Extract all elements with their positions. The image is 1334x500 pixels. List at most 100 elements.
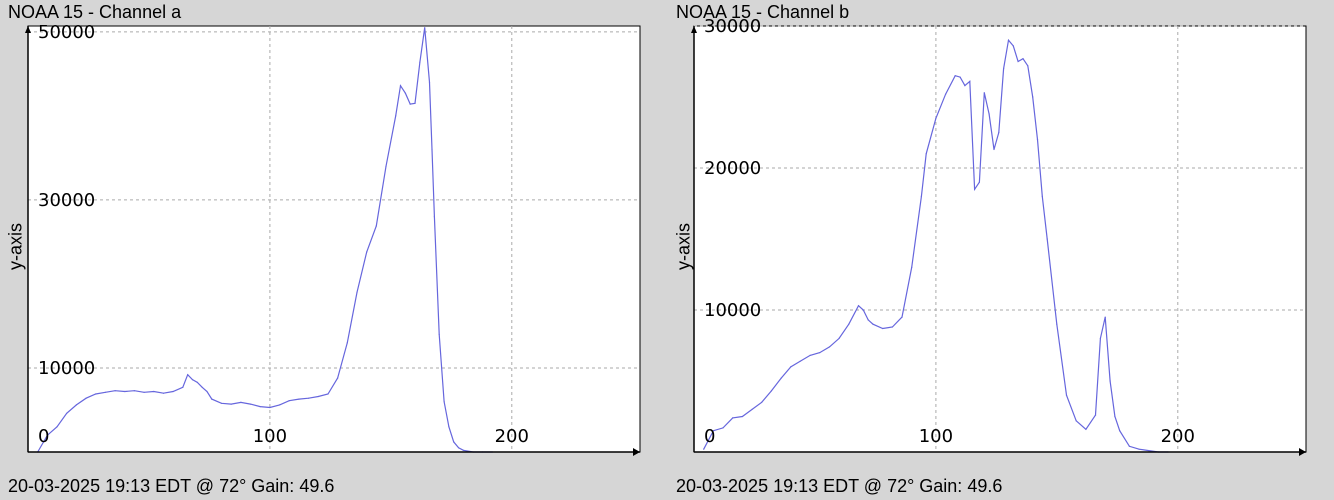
data-point: [46, 434, 49, 436]
data-point: [337, 377, 339, 379]
plot-area-b: [693, 25, 1307, 453]
data-point: [433, 216, 435, 218]
data-point: [269, 406, 271, 409]
y-tick-label: 20000: [704, 158, 761, 179]
data-point: [1065, 394, 1068, 396]
data-point: [848, 323, 850, 325]
data-point: [182, 386, 184, 388]
data-point: [974, 188, 976, 190]
data-point: [431, 148, 433, 151]
data-point: [751, 408, 753, 410]
y-tick-label: 10000: [704, 300, 761, 321]
x-tick-label: 100: [253, 426, 287, 447]
data-point: [66, 412, 68, 414]
data-point: [1012, 45, 1014, 47]
x-tick-label: 100: [919, 426, 953, 447]
chart-svg-b: 0 100 200 10000 20000 30000: [691, 16, 1307, 456]
data-point: [201, 386, 203, 388]
data-point: [901, 316, 903, 318]
data-point: [308, 397, 310, 399]
data-point: [404, 92, 406, 94]
footer-b: 20-03-2025 19:13 EDT @ 72° Gain: 49.6: [676, 476, 1003, 496]
data-point: [1094, 414, 1097, 416]
data-point: [998, 131, 1000, 134]
axes-a: 0 100 200 10000 30000 50000: [25, 22, 640, 456]
data-point: [327, 393, 329, 395]
data-point: [462, 449, 464, 451]
data-point: [770, 390, 772, 392]
data-point: [1046, 238, 1048, 240]
data-point: [240, 401, 242, 403]
data-point: [385, 165, 387, 167]
data-point: [230, 403, 232, 405]
data-point: [424, 27, 426, 29]
data-point: [838, 337, 840, 339]
x-axis-arrow: [1299, 448, 1306, 456]
data-point: [1085, 428, 1087, 430]
data-point: [1022, 58, 1024, 60]
data-point: [1119, 430, 1121, 432]
data-point: [1148, 450, 1150, 452]
data-point: [1036, 139, 1039, 141]
data-point: [75, 404, 77, 406]
data-point: [95, 393, 97, 395]
footer-a: 20-03-2025 19:13 EDT @ 72° Gain: 49.6: [8, 476, 335, 496]
data-point: [1032, 96, 1034, 98]
data-point: [1027, 65, 1029, 67]
data-point: [891, 326, 893, 328]
data-point: [196, 381, 198, 383]
data-point: [356, 291, 358, 293]
data-point: [819, 352, 821, 354]
data-point: [983, 92, 985, 94]
y-axis-arrow: [25, 26, 31, 33]
data-point: [925, 153, 927, 155]
data-point: [366, 251, 368, 253]
data-point: [187, 374, 189, 376]
data-point: [317, 395, 319, 398]
data-point: [259, 406, 261, 408]
data-point: [809, 354, 811, 356]
data-point: [872, 323, 874, 325]
data-point: [153, 390, 155, 393]
data-point: [1114, 415, 1116, 418]
data-point: [448, 426, 450, 428]
data-point: [1104, 316, 1106, 318]
data-point: [143, 391, 145, 393]
data-point: [438, 333, 440, 335]
chart-svg-a: 0 100 200 10000 30000 50000: [25, 22, 641, 456]
grid-b: [694, 25, 1306, 452]
data-point: [857, 305, 860, 307]
data-point: [220, 402, 223, 404]
plot-area-a: [27, 25, 641, 453]
y-axis-arrow: [691, 26, 697, 33]
y-tick-label: 50000: [38, 22, 95, 43]
chart-title-a: NOAA 15 - Channel a: [8, 2, 182, 22]
x-tick-label: 0: [38, 426, 49, 447]
data-point: [761, 401, 763, 403]
data-point: [1007, 39, 1010, 41]
data-point: [712, 430, 714, 432]
data-point: [867, 319, 869, 321]
x-tick-label: 0: [704, 426, 715, 447]
data-point: [133, 390, 135, 392]
y-tick-label: 10000: [38, 358, 95, 379]
grid-a: [28, 26, 640, 452]
data-point: [346, 342, 348, 344]
data-point: [780, 377, 782, 379]
data-point: [954, 75, 956, 77]
data-point: [56, 426, 58, 428]
data-point: [920, 195, 922, 197]
data-point: [1128, 445, 1130, 447]
marks-b: [703, 38, 1169, 453]
data-point: [1138, 448, 1140, 450]
data-point: [298, 398, 300, 400]
data-point: [1099, 337, 1101, 339]
data-point: [414, 102, 416, 104]
x-tick-label: 200: [1161, 426, 1195, 447]
data-point: [419, 61, 421, 63]
data-point: [443, 401, 445, 403]
data-point: [911, 266, 913, 268]
data-point: [828, 346, 831, 348]
axes-b: 0 100 200 10000 20000 30000: [691, 16, 1306, 456]
y-tick-label: 30000: [704, 16, 761, 37]
